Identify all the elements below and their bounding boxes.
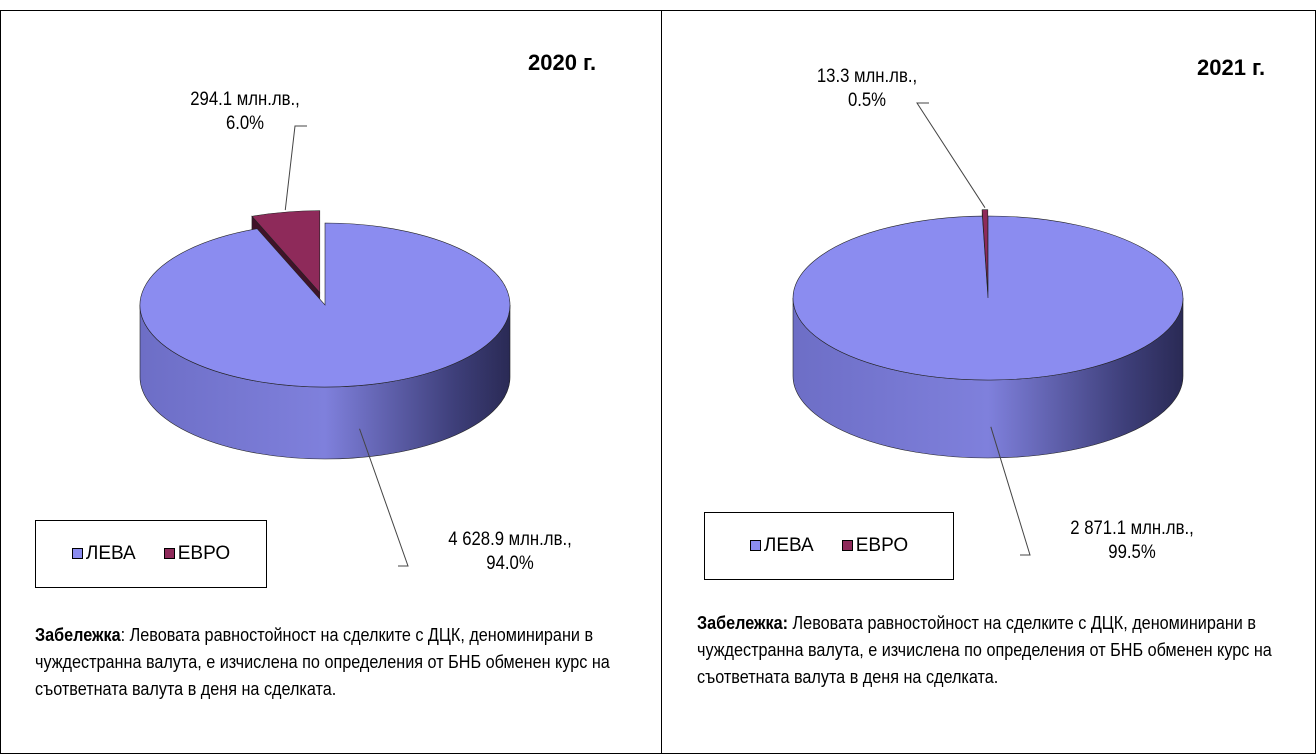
legend-item: ЕВРО [841, 535, 909, 557]
pie-slice [792, 215, 1184, 381]
legend-item: ЛЕВА [71, 543, 136, 565]
legend-label: ЛЕВА [763, 535, 814, 556]
legend-swatch [749, 540, 761, 551]
data-label: 2 871.1 млн.лв., 99.5% [1070, 518, 1194, 563]
leader-line [916, 102, 986, 208]
legend-item: ЕВРО [163, 543, 231, 565]
note: Забележка: Левовата равностойност на сде… [697, 610, 1298, 691]
note-text: Левовата равностойност на сделките с ДЦК… [697, 613, 1272, 687]
legend: ЛЕВА ЕВРО [35, 520, 267, 588]
legend-label: ЛЕВА [85, 543, 136, 564]
legend-label: ЕВРО [855, 535, 909, 556]
data-label: 4 628.9 млн.лв., 94.0% [448, 529, 572, 574]
note-label: Забележка [35, 625, 121, 645]
legend-swatch [841, 540, 853, 551]
legend-swatch [71, 548, 83, 559]
leader-line [990, 426, 1031, 556]
legend-item: ЛЕВА [749, 535, 814, 557]
legend-swatch [163, 548, 175, 559]
pie-slice [981, 209, 989, 292]
data-label: 294.1 млн.лв., 6.0% [190, 89, 300, 134]
chart-title: 2021 г. [1197, 55, 1266, 80]
note-label: Забележка: [697, 613, 789, 633]
leader-line [284, 125, 307, 211]
data-label: 13.3 млн.лв., 0.5% [816, 66, 918, 111]
pie [139, 125, 511, 567]
pie [792, 102, 1184, 556]
leader-line [359, 428, 409, 567]
chart-title: 2020 г. [528, 50, 597, 75]
pie-slice [139, 222, 511, 388]
legend-label: ЕВРО [177, 543, 231, 564]
note: Забележка: Левовата равностойност на сде… [35, 622, 636, 703]
note-text: : Левовата равностойност на сделките с Д… [35, 625, 610, 699]
pie-slice [251, 210, 321, 294]
legend: ЛЕВА ЕВРО [704, 512, 954, 580]
